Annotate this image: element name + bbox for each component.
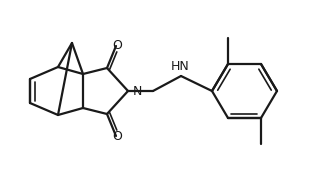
Text: O: O — [112, 39, 122, 52]
Text: O: O — [112, 131, 122, 144]
Text: N: N — [133, 84, 142, 97]
Text: HN: HN — [171, 60, 189, 73]
